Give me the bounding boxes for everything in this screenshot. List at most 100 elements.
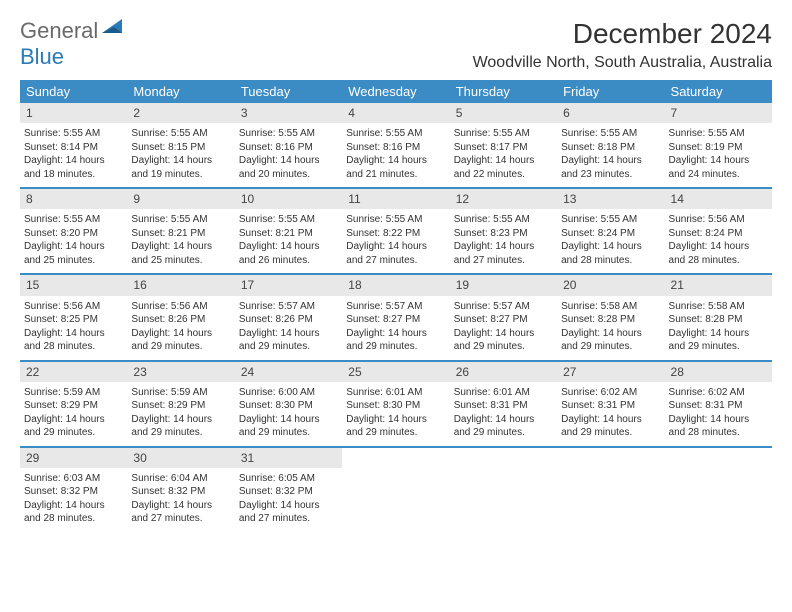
day-number: 14 <box>665 189 772 209</box>
day-sunset: Sunset: 8:20 PM <box>24 227 123 241</box>
day-sunset: Sunset: 8:16 PM <box>346 141 445 155</box>
day-daylight1: Daylight: 14 hours <box>561 327 660 341</box>
day-daylight1: Daylight: 14 hours <box>669 154 768 168</box>
day-number: 23 <box>127 362 234 382</box>
day-daylight1: Daylight: 14 hours <box>561 240 660 254</box>
day-cell: 28Sunrise: 6:02 AMSunset: 8:31 PMDayligh… <box>665 362 772 446</box>
day-cell: 9Sunrise: 5:55 AMSunset: 8:21 PMDaylight… <box>127 189 234 273</box>
day-cell: 8 Sunrise: 5:55 AMSunset: 8:20 PMDaylight… <box>20 189 127 273</box>
day-daylight1: Daylight: 14 hours <box>669 413 768 427</box>
day-number: 28 <box>665 362 772 382</box>
day-sunrise: Sunrise: 5:56 AM <box>669 213 768 227</box>
day-sunrise: Sunrise: 6:03 AM <box>24 472 123 486</box>
week-row: 15Sunrise: 5:56 AMSunset: 8:25 PMDayligh… <box>20 275 772 361</box>
logo-text: General Blue <box>20 18 126 70</box>
day-daylight1: Daylight: 14 hours <box>454 154 553 168</box>
day-sunrise: Sunrise: 5:55 AM <box>561 127 660 141</box>
logo-text-general: General <box>20 18 98 43</box>
day-number: 16 <box>127 275 234 295</box>
week-row: 22Sunrise: 5:59 AMSunset: 8:29 PMDayligh… <box>20 362 772 448</box>
day-daylight1: Daylight: 14 hours <box>346 413 445 427</box>
day-daylight1: Daylight: 14 hours <box>346 154 445 168</box>
day-sunrise: Sunrise: 6:01 AM <box>454 386 553 400</box>
day-sunrise: Sunrise: 6:04 AM <box>131 472 230 486</box>
week-row: 1Sunrise: 5:55 AMSunset: 8:14 PMDaylight… <box>20 103 772 189</box>
day-daylight1: Daylight: 14 hours <box>454 240 553 254</box>
day-number: 8 <box>20 189 127 209</box>
day-daylight1: Daylight: 14 hours <box>24 240 123 254</box>
day-cell: 25Sunrise: 6:01 AMSunset: 8:30 PMDayligh… <box>342 362 449 446</box>
day-sunset: Sunset: 8:24 PM <box>669 227 768 241</box>
day-sunrise: Sunrise: 6:00 AM <box>239 386 338 400</box>
month-title: December 2024 <box>473 18 772 50</box>
day-cell <box>557 448 664 532</box>
day-daylight2: and 28 minutes. <box>669 426 768 440</box>
day-daylight2: and 18 minutes. <box>24 168 123 182</box>
day-sunset: Sunset: 8:30 PM <box>239 399 338 413</box>
day-number: 31 <box>235 448 342 468</box>
day-number: 18 <box>342 275 449 295</box>
day-sunset: Sunset: 8:32 PM <box>131 485 230 499</box>
day-daylight1: Daylight: 14 hours <box>131 413 230 427</box>
day-sunset: Sunset: 8:26 PM <box>131 313 230 327</box>
day-cell: 11Sunrise: 5:55 AMSunset: 8:22 PMDayligh… <box>342 189 449 273</box>
day-number: 13 <box>557 189 664 209</box>
location-text: Woodville North, South Australia, Austra… <box>473 54 772 72</box>
day-sunrise: Sunrise: 5:57 AM <box>239 300 338 314</box>
day-sunset: Sunset: 8:25 PM <box>24 313 123 327</box>
day-cell <box>665 448 772 532</box>
day-cell: 6Sunrise: 5:55 AMSunset: 8:18 PMDaylight… <box>557 103 664 187</box>
day-daylight2: and 28 minutes. <box>561 254 660 268</box>
day-daylight1: Daylight: 14 hours <box>346 327 445 341</box>
day-cell: 24Sunrise: 6:00 AMSunset: 8:30 PMDayligh… <box>235 362 342 446</box>
day-daylight2: and 19 minutes. <box>131 168 230 182</box>
day-sunset: Sunset: 8:16 PM <box>239 141 338 155</box>
day-sunset: Sunset: 8:30 PM <box>346 399 445 413</box>
day-sunset: Sunset: 8:22 PM <box>346 227 445 241</box>
day-sunrise: Sunrise: 5:55 AM <box>346 127 445 141</box>
day-daylight2: and 29 minutes. <box>561 340 660 354</box>
day-cell: 4Sunrise: 5:55 AMSunset: 8:16 PMDaylight… <box>342 103 449 187</box>
day-sunrise: Sunrise: 5:56 AM <box>24 300 123 314</box>
day-sunrise: Sunrise: 6:01 AM <box>346 386 445 400</box>
day-cell: 13Sunrise: 5:55 AMSunset: 8:24 PMDayligh… <box>557 189 664 273</box>
day-sunrise: Sunrise: 5:59 AM <box>24 386 123 400</box>
day-sunset: Sunset: 8:32 PM <box>239 485 338 499</box>
day-number: 21 <box>665 275 772 295</box>
dayhead-tuesday: Tuesday <box>235 80 342 103</box>
day-daylight2: and 29 minutes. <box>131 426 230 440</box>
day-number: 12 <box>450 189 557 209</box>
day-daylight2: and 29 minutes. <box>346 340 445 354</box>
dayhead-saturday: Saturday <box>665 80 772 103</box>
day-cell: 23Sunrise: 5:59 AMSunset: 8:29 PMDayligh… <box>127 362 234 446</box>
day-daylight1: Daylight: 14 hours <box>24 154 123 168</box>
day-number: 27 <box>557 362 664 382</box>
day-daylight2: and 27 minutes. <box>346 254 445 268</box>
day-cell: 29Sunrise: 6:03 AMSunset: 8:32 PMDayligh… <box>20 448 127 532</box>
day-sunset: Sunset: 8:26 PM <box>239 313 338 327</box>
day-daylight2: and 21 minutes. <box>346 168 445 182</box>
day-cell: 27Sunrise: 6:02 AMSunset: 8:31 PMDayligh… <box>557 362 664 446</box>
day-daylight1: Daylight: 14 hours <box>346 240 445 254</box>
day-sunset: Sunset: 8:18 PM <box>561 141 660 155</box>
day-number: 6 <box>557 103 664 123</box>
day-sunrise: Sunrise: 5:55 AM <box>131 127 230 141</box>
day-daylight2: and 22 minutes. <box>454 168 553 182</box>
day-daylight1: Daylight: 14 hours <box>24 499 123 513</box>
day-sunset: Sunset: 8:21 PM <box>239 227 338 241</box>
day-sunset: Sunset: 8:27 PM <box>346 313 445 327</box>
day-sunrise: Sunrise: 5:55 AM <box>24 213 123 227</box>
logo: General Blue <box>20 18 126 70</box>
day-daylight2: and 29 minutes. <box>24 426 123 440</box>
day-daylight2: and 27 minutes. <box>239 512 338 526</box>
day-daylight2: and 29 minutes. <box>454 426 553 440</box>
day-cell: 20Sunrise: 5:58 AMSunset: 8:28 PMDayligh… <box>557 275 664 359</box>
day-number: 7 <box>665 103 772 123</box>
day-sunset: Sunset: 8:31 PM <box>454 399 553 413</box>
sail-icon <box>100 17 126 35</box>
day-cell: 16Sunrise: 5:56 AMSunset: 8:26 PMDayligh… <box>127 275 234 359</box>
day-daylight2: and 25 minutes. <box>131 254 230 268</box>
day-daylight1: Daylight: 14 hours <box>454 327 553 341</box>
day-number: 22 <box>20 362 127 382</box>
day-sunset: Sunset: 8:29 PM <box>131 399 230 413</box>
